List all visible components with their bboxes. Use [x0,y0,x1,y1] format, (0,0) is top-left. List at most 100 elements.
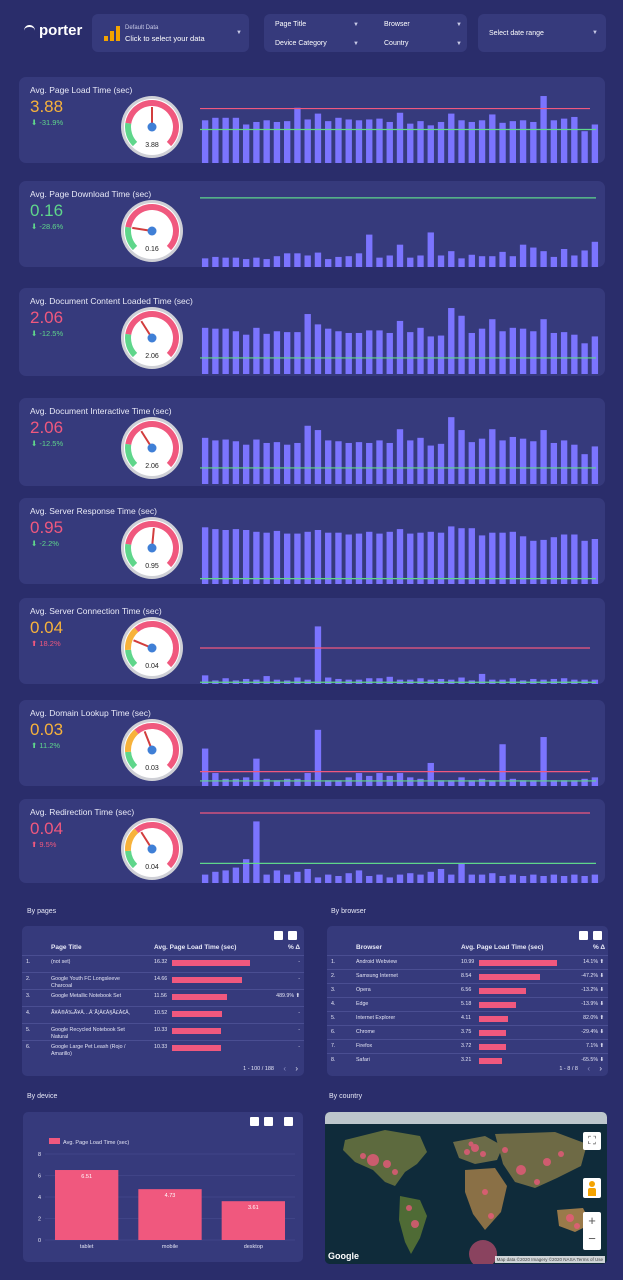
row-value: 3.75 [461,1029,472,1035]
by-pages-table: Page Title Avg. Page Load Time (sec) % Δ 1.… [22,926,304,1076]
chart-bar [489,319,496,374]
row-title: Google Large Pet Leash (Rojo / Amarillo) [51,1044,126,1057]
table-row[interactable]: 4. Ã¥Â®Â‰Ã¥Â…Â¨Ã¦Â€Â§Ã£Â€Â‚ 10.52 - [22,1006,304,1024]
chart-option-icon[interactable] [284,1117,293,1126]
table-option-icon[interactable] [274,931,283,940]
row-delta: 489.9% ⬆ [276,993,300,999]
chart-bar [212,328,219,374]
row-value-bar [172,994,228,1000]
table-row[interactable]: 6. Chrome 3.75 -29.4% ⬇ [327,1025,608,1040]
chart-bar [478,874,486,883]
column-header[interactable]: Browser [356,944,383,951]
gauge-dial: 0.04 [121,818,183,880]
row-value-bar [479,1030,506,1036]
chart-bar [591,446,599,484]
country-filter[interactable]: Country [384,40,409,47]
chart-bar [530,678,537,684]
table-row[interactable]: 1. Android Webview 10.99 14.1% ⬆ [327,955,608,970]
chart-bar [396,529,404,584]
metric-change: ⬇ -12.5% [31,329,64,338]
chart-bar [222,328,229,374]
table-row[interactable]: 7. Firefox 3.72 7.1% ⬆ [327,1039,608,1054]
row-value: 14.66 [154,976,168,982]
column-header[interactable]: % Δ [288,944,301,951]
prev-page-icon[interactable]: ‹ [587,1064,590,1073]
table-row[interactable]: 8. Safari 3.21 -65.5% ⬇ [327,1053,608,1068]
gauge-value: 0.95 [145,563,159,570]
x-category-label: tablet [80,1244,94,1250]
table-row[interactable]: 3. Opera 6.56 -13.2% ⬇ [327,983,608,998]
page-title-filter[interactable]: Page Title [275,21,307,28]
chart-bar [304,425,311,484]
column-header[interactable]: Avg. Page Load Time (sec) [154,944,237,951]
chart-bar [571,874,578,883]
map-attribution[interactable]: Map data ©2020 Imagery ©2020 NASA Terms … [494,1256,605,1263]
chart-bar [284,121,291,163]
chart-bar [284,332,291,374]
row-number: 1. [26,959,31,965]
chart-bar [201,675,209,684]
browser-filter[interactable]: Browser [384,21,410,28]
chart-bar [478,535,486,584]
table-row[interactable]: 3. Google Metallic Notebook Set 11.56 489.9… [22,989,304,1007]
table-row[interactable]: 1. (not set) 16.32 - [22,955,304,973]
zoom-in-button[interactable]: + [588,1213,596,1228]
device-bar[interactable] [138,1189,202,1240]
row-delta: - [298,1010,300,1016]
prev-page-icon[interactable]: ‹ [283,1064,286,1073]
chart-bar [530,121,537,163]
gauge-dial: 3.88 [121,96,183,158]
date-range-label: Select date range [489,30,544,37]
gauge-dial: 0.04 [121,617,183,679]
device-category-filter[interactable]: Device Category [275,40,327,47]
fullscreen-icon[interactable]: ⛶ [583,1132,601,1150]
device-bar[interactable] [55,1170,119,1240]
next-page-icon[interactable]: › [599,1064,602,1073]
chart-bar [232,778,240,786]
chart-bar [294,107,301,163]
gauge-value: 0.03 [145,765,159,772]
chart-bar [386,255,393,267]
bar-data-label: 4.73 [165,1193,176,1199]
next-page-icon[interactable]: › [295,1064,298,1073]
chart-bar [314,530,322,584]
chart-option-icon[interactable] [250,1117,259,1126]
chart-bar [263,442,270,484]
table-row[interactable]: 2. Google Youth FC Longsleeve Charcoal 14.… [22,972,304,990]
chart-bar [242,530,250,584]
street-view-icon[interactable] [583,1178,601,1198]
data-source-selector[interactable]: Default Data Click to select your data ▼ [92,14,249,52]
table-row[interactable]: 5. Internet Explorer 4.11 82.0% ⬆ [327,1011,608,1026]
row-value: 10.33 [154,1044,168,1050]
table-row[interactable]: 4. Edge 5.18 -13.9% ⬇ [327,997,608,1012]
column-header[interactable]: Page Title [51,944,82,951]
chart-bar [201,874,209,883]
chart-bar [468,442,475,484]
table-option-icon[interactable] [288,931,297,940]
chart-bar [417,437,424,484]
chart-option-icon[interactable] [264,1117,273,1126]
column-header[interactable]: Avg. Page Load Time (sec) [461,944,544,951]
chart-bar [581,250,588,267]
table-row[interactable]: 6. Google Large Pet Leash (Rojo / Amarill… [22,1040,304,1058]
chart-bar [468,780,475,786]
chevron-down-icon: ▼ [353,41,359,47]
device-bar[interactable] [221,1201,285,1240]
metric-change: ⬇ -2.2% [31,539,59,548]
country-map[interactable]: ⛶ + − Google Map data ©2020 Imagery ©202… [325,1112,607,1264]
table-option-icon[interactable] [579,931,588,940]
chart-bar [386,877,393,883]
chevron-down-icon: ▼ [236,30,242,36]
column-header[interactable]: % Δ [593,944,606,951]
zoom-out-button[interactable]: − [588,1231,596,1246]
table-row[interactable]: 2. Samsung Internet 8.54 -47.2% ⬇ [327,969,608,984]
chart-bar [499,744,506,786]
date-range-selector[interactable]: Select date range ▼ [478,14,606,52]
chart-bar [417,874,424,883]
chart-bar [478,438,486,484]
bar-data-label: 3.61 [248,1205,259,1211]
chart-bar [519,244,527,267]
chart-bar [212,440,219,484]
table-option-icon[interactable] [593,931,602,940]
table-row[interactable]: 5. Google Recycled Notebook Set Natural 10… [22,1023,304,1041]
